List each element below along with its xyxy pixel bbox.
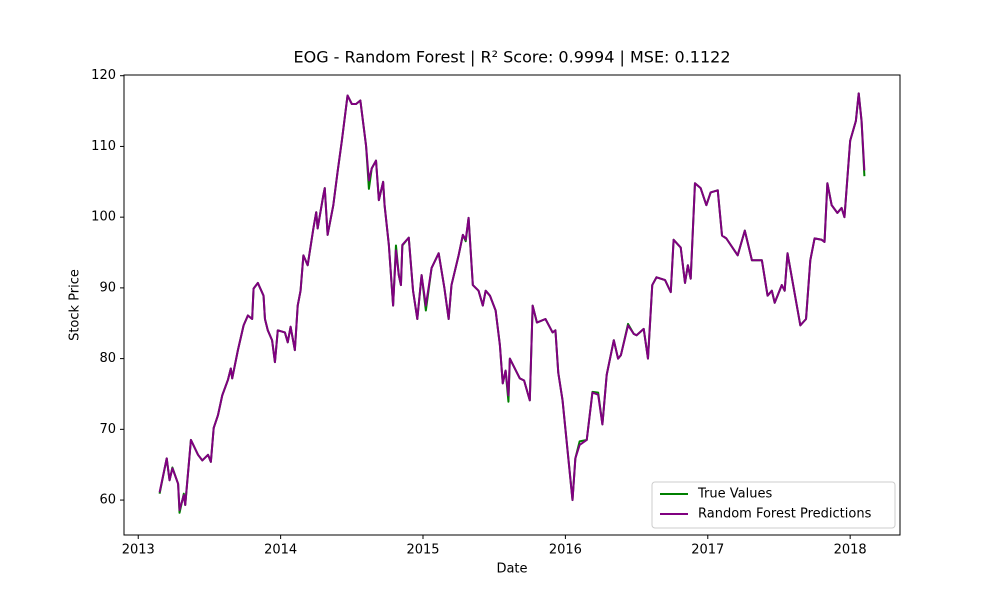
y-tick-label: 120	[91, 68, 116, 83]
x-tick-label: 2013	[122, 543, 155, 558]
x-tick-label: 2015	[406, 543, 439, 558]
y-tick-label: 60	[99, 493, 116, 508]
legend-box	[651, 481, 896, 529]
y-tick-label: 90	[99, 280, 116, 295]
x-axis-label: Date	[496, 562, 527, 577]
x-tick-label: 2014	[264, 543, 297, 558]
y-tick-label: 70	[99, 422, 116, 437]
x-tick-label: 2017	[691, 543, 724, 558]
series-line	[158, 92, 866, 511]
plot-frame	[123, 74, 901, 536]
y-axis-label: Stock Price	[68, 269, 83, 341]
y-tick-label: 80	[99, 351, 116, 366]
legend-label: True Values	[697, 487, 772, 502]
y-tick-label: 110	[91, 139, 116, 154]
x-tick-label: 2018	[834, 543, 867, 558]
legend-label: Random Forest Predictions	[698, 507, 872, 522]
y-tick-label: 100	[91, 210, 116, 225]
chart-title: EOG - Random Forest | R² Score: 0.9994 |…	[293, 48, 730, 67]
x-tick-label: 2016	[549, 543, 582, 558]
